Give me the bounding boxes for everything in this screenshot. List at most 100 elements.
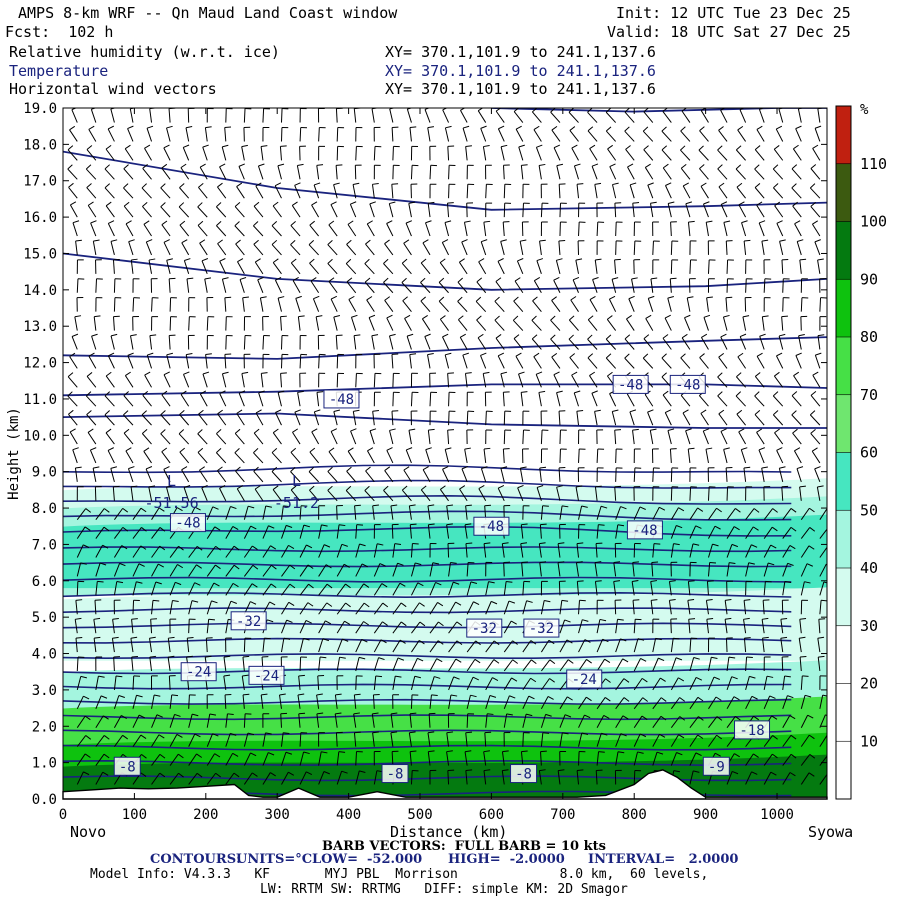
wind-barb-1223 — [705, 220, 713, 237]
wind-barb-1005 — [458, 315, 468, 331]
contour-label-15: -8 — [510, 764, 538, 784]
wind-barb-1462 — [568, 108, 579, 123]
wind-barb-710 — [309, 447, 320, 464]
wind-barb-1372 — [429, 145, 437, 161]
wind-barb-889 — [589, 371, 598, 388]
wind-barb-660 — [145, 466, 153, 483]
svg-text:-9: -9 — [708, 759, 725, 775]
wind-barb-157 — [708, 716, 723, 729]
wind-barb-1443 — [225, 108, 233, 123]
wind-barb-1461 — [550, 108, 561, 123]
temp-contour-15 — [63, 561, 792, 568]
wind-barb-650 — [726, 486, 734, 501]
wind-barb-1073 — [204, 277, 212, 293]
wind-barb-327 — [817, 636, 825, 653]
wind-barb-987 — [132, 315, 139, 331]
wind-barb-313 — [559, 639, 573, 653]
svg-text:-8: -8 — [387, 767, 404, 783]
wind-barb-977 — [700, 333, 709, 350]
wind-barb-588 — [336, 504, 343, 520]
wind-barb-347 — [429, 621, 444, 634]
colorbar-bin-7 — [836, 221, 851, 280]
wind-barb-1164 — [365, 239, 375, 256]
wind-barb-802 — [503, 410, 512, 426]
wind-barb-1324 — [296, 163, 304, 180]
wind-barb-452 — [95, 562, 107, 577]
wind-barb-191 — [578, 696, 592, 710]
wind-barb-765 — [578, 429, 586, 445]
wind-barb-680 — [519, 466, 527, 482]
wind-barb-1042 — [384, 296, 394, 312]
wind-barb-727 — [633, 448, 641, 463]
wind-barb-1429 — [718, 126, 728, 142]
wind-barb-1050 — [532, 296, 542, 312]
wind-barb-365 — [761, 617, 769, 634]
wind-barb-1077 — [274, 276, 282, 293]
wind-barb-441 — [650, 580, 658, 596]
wind-barb-209 — [150, 675, 158, 690]
wind-barb-1350 — [772, 164, 784, 180]
wind-barb-176 — [297, 693, 305, 709]
temp-contour-21 — [63, 464, 792, 474]
wind-barb-589 — [354, 504, 361, 520]
wind-barb-241 — [745, 675, 756, 691]
wind-barb-1169 — [461, 239, 468, 256]
wind-barb-637 — [478, 485, 487, 502]
wind-barb-1148 — [75, 239, 82, 255]
wind-barb-251 — [167, 655, 175, 672]
wind-barb-282 — [745, 656, 753, 672]
wind-barb-1236 — [178, 202, 190, 218]
wind-barb-683 — [577, 467, 585, 482]
wind-barb-659 — [127, 466, 135, 483]
wind-barb-606 — [670, 507, 685, 520]
wind-barb-140 — [390, 712, 398, 728]
wind-barb-664 — [217, 466, 227, 483]
y-tick-label-14: 14.0 — [23, 283, 57, 299]
wind-barb-1375 — [482, 145, 490, 161]
wind-barb-312 — [540, 639, 555, 653]
wind-barb-283 — [763, 656, 771, 671]
wind-barb-639 — [517, 484, 524, 501]
wind-barb-694 — [778, 466, 786, 482]
wind-barb-307 — [448, 640, 463, 653]
wind-barb-1445 — [262, 108, 270, 123]
wind-barb-868 — [202, 371, 210, 388]
wind-barb-665 — [235, 466, 245, 483]
contour-label-9: -24 — [180, 662, 217, 682]
wind-barb-1438 — [129, 108, 137, 123]
wind-barb-107 — [540, 732, 550, 747]
wind-barb-124 — [95, 715, 109, 728]
wind-barb-712 — [347, 447, 357, 464]
x-tick-label-0: 0 — [59, 807, 67, 823]
wind-barb-614 — [819, 507, 827, 520]
wind-barb-693 — [761, 466, 768, 482]
wind-barb-309 — [485, 640, 500, 653]
wind-barb-729 — [669, 448, 677, 463]
wind-barb-1464 — [605, 108, 617, 123]
wind-barb-707 — [253, 448, 264, 464]
wind-barb-1388 — [717, 145, 728, 161]
wind-barb-873 — [299, 372, 307, 388]
wind-barb-1195 — [179, 220, 190, 237]
wind-barb-947 — [149, 334, 157, 350]
wind-barb-418 — [225, 582, 239, 596]
wind-barb-528 — [745, 544, 758, 558]
wind-barb-859 — [791, 391, 802, 407]
wind-barb-871 — [260, 372, 268, 388]
wind-barb-997 — [315, 315, 323, 331]
wind-barb-566 — [689, 525, 702, 539]
wind-barb-753 — [350, 428, 357, 445]
wind-barb-527 — [726, 543, 739, 558]
wind-barb-120 — [782, 734, 797, 747]
wind-barb-50 — [243, 752, 257, 766]
wind-barb-1271 — [68, 182, 78, 199]
wind-barb-787 — [217, 409, 227, 426]
wind-barb-1156 — [217, 239, 227, 256]
wind-barb-1193 — [143, 220, 152, 237]
wind-barb-823 — [123, 391, 134, 407]
wind-barb-1272 — [86, 183, 97, 199]
wind-barb-384 — [355, 602, 370, 615]
wind-barb-796 — [391, 410, 399, 426]
field-name-temperature: Temperature — [9, 62, 109, 80]
wind-barb-599 — [540, 505, 549, 520]
